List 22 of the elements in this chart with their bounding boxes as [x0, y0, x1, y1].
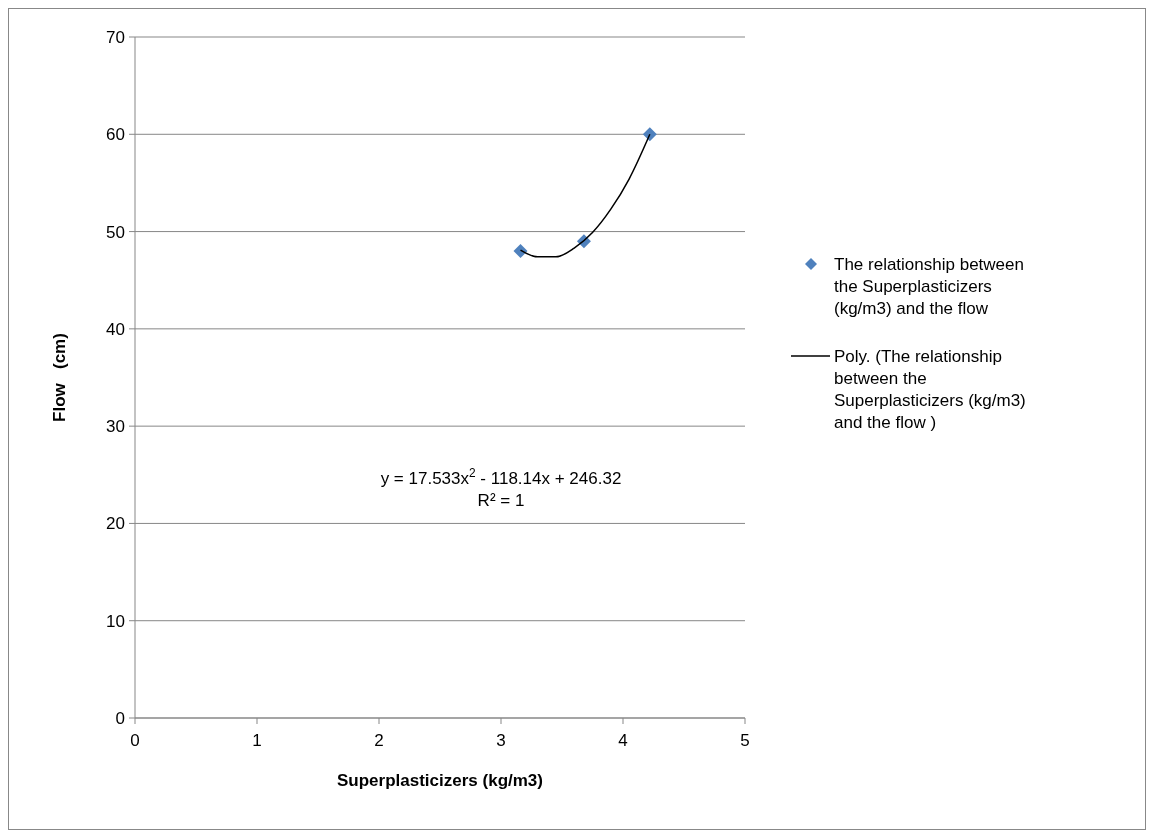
legend-label: The relationship between the Superplasticizers (kg/m3) and the flow: [834, 254, 1024, 318]
legend-label: Poly. (The relationship between the Superplasticizers (kg/m3) and the flow ): [834, 346, 1026, 432]
x-tick-label: 3: [496, 731, 506, 750]
y-tick-label: 70: [106, 27, 125, 47]
x-tick-label: 2: [374, 731, 384, 750]
y-axis-title: Flow (cm): [50, 333, 69, 422]
y-tick-label: 10: [106, 611, 125, 631]
x-axis-title: Superplasticizers (kg/m3): [337, 771, 543, 790]
y-tick-label: 0: [115, 708, 125, 728]
y-tick-label: 30: [106, 417, 125, 437]
x-tick-label: 5: [740, 731, 750, 750]
point: [642, 127, 657, 142]
x-tick-label: 1: [252, 731, 262, 750]
point: [513, 244, 528, 259]
y-tick-label: 60: [106, 125, 125, 145]
y-tick-label: 20: [106, 514, 125, 534]
x-tick-label: 0: [130, 731, 140, 750]
y-tick-label: 40: [106, 319, 125, 339]
annotation: y = 17.533x$^{2}$ - 118.14x + 246.32: [380, 465, 622, 488]
x-tick-label: 4: [618, 731, 628, 750]
y-tick-label: 50: [106, 222, 125, 242]
annotation: R² = 1: [477, 490, 525, 510]
